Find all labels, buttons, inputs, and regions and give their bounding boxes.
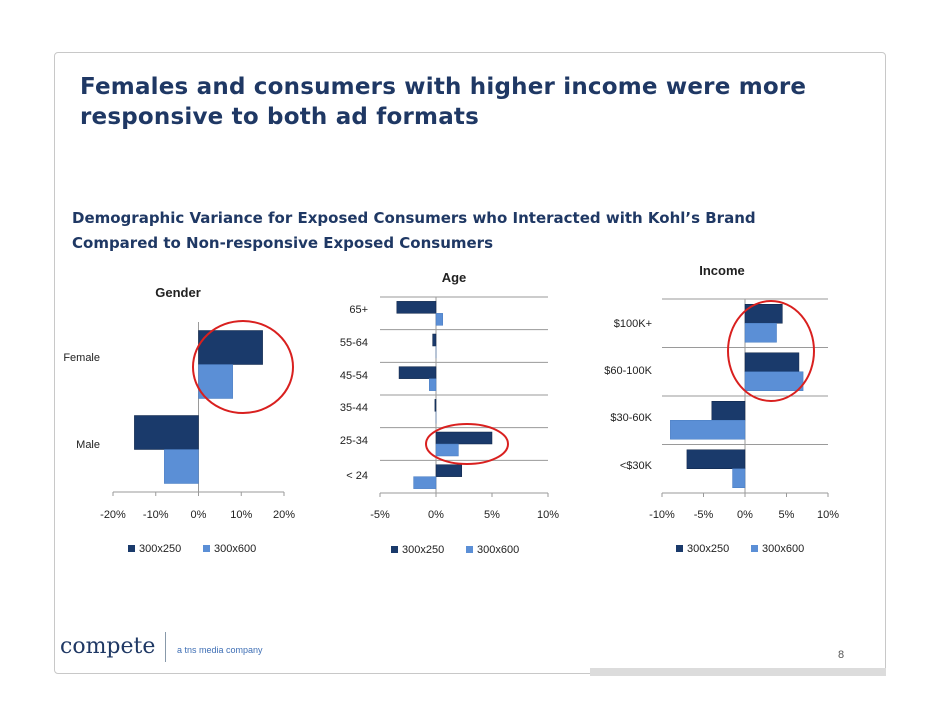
gender-bar-female-300x250: [198, 330, 263, 365]
age-bar-55-64-300x250: [432, 333, 437, 347]
gender-bar-male-300x250: [134, 415, 199, 450]
age-legend-label-300x250: 300x250: [402, 544, 444, 556]
gender-legend-swatch-300x600: [203, 545, 210, 552]
age-bar-35-44-300x250: [434, 399, 437, 412]
footer-tagline: a tns media company: [177, 645, 263, 655]
income-legend-swatch-300x600: [751, 545, 758, 552]
income-bar-60-100k-300x600: [744, 371, 804, 391]
age-highlight-circle: [425, 423, 509, 465]
chart-subtitle: Demographic Variance for Exposed Consume…: [72, 206, 832, 256]
gender-x-tick-label: 20%: [273, 509, 295, 521]
gender-x-tick-label: 0%: [191, 509, 207, 521]
age-category-label: < 24: [346, 470, 368, 482]
age-bar-25-34-300x250: [435, 431, 493, 445]
income-bar-30-60k-300x250: [711, 401, 746, 421]
gender-legend-label-300x600: 300x600: [214, 543, 256, 555]
age-category-label: 45-54: [340, 370, 368, 382]
income-legend-swatch-300x250: [676, 545, 683, 552]
age-bar-65-300x600: [435, 313, 443, 326]
income-highlight-circle: [727, 300, 815, 402]
income-bar-60-100k-300x250: [744, 352, 800, 372]
age-bar-24-300x250: [435, 464, 463, 477]
subtitle-line-1: Demographic Variance for Exposed Consume…: [72, 209, 756, 227]
income-category-label: $100K+: [614, 318, 652, 330]
age-legend-label-300x600: 300x600: [477, 544, 519, 556]
income-bar-30-60k-300x600: [670, 420, 746, 440]
income-x-tick-label: -10%: [649, 509, 675, 521]
income-x-tick-label: -5%: [694, 509, 714, 521]
income-legend-label-300x600: 300x600: [762, 543, 804, 555]
income-x-tick-label: 0%: [737, 509, 753, 521]
age-x-tick-label: -5%: [370, 509, 390, 521]
income-category-label: <$30K: [620, 460, 653, 472]
age-bar-45-54-300x600: [429, 378, 437, 391]
income-bar-30k-300x600: [732, 468, 746, 488]
age-legend-swatch-300x600: [466, 546, 473, 553]
frame-decoration: [590, 668, 886, 676]
footer-divider: [165, 632, 166, 662]
age-bar-25-34-300x600: [435, 443, 459, 457]
income-bar-30k-300x250: [686, 449, 746, 469]
age-category-label: 65+: [349, 304, 368, 316]
gender-category-label: Female: [63, 352, 100, 364]
income-legend-label-300x250: 300x250: [687, 543, 729, 555]
age-bar-65-300x250: [396, 301, 437, 314]
income-x-tick-label: 5%: [779, 509, 795, 521]
age-bar-45-54-300x250: [398, 366, 437, 379]
age-category-label: 55-64: [340, 337, 368, 349]
income-category-label: $60-100K: [604, 365, 652, 377]
income-category-label: $30-60K: [610, 412, 652, 424]
page-number: 8: [838, 649, 845, 661]
compete-logo: compete: [60, 634, 156, 659]
gender-x-tick-label: -10%: [143, 509, 169, 521]
gender-legend-label-300x250: 300x250: [139, 543, 181, 555]
gender-x-tick-label: 10%: [230, 509, 252, 521]
income-chart-title: Income: [699, 263, 745, 278]
income-bar-100k-300x600: [744, 323, 777, 343]
age-legend-swatch-300x250: [391, 546, 398, 553]
age-x-tick-label: 10%: [537, 509, 559, 521]
gender-chart-title: Gender: [155, 285, 201, 300]
gender-x-tick-label: -20%: [100, 509, 126, 521]
gender-highlight-circle: [192, 320, 294, 414]
age-x-tick-label: 0%: [428, 509, 444, 521]
page-title: Females and consumers with higher income…: [80, 74, 807, 130]
age-category-label: 35-44: [340, 402, 368, 414]
gender-bar-male-300x600: [164, 449, 199, 484]
gender-category-label: Male: [76, 439, 100, 451]
age-x-tick-label: 5%: [484, 509, 500, 521]
age-category-label: 25-34: [340, 435, 368, 447]
age-bar-24-300x600: [413, 476, 437, 489]
gender-bar-female-300x600: [198, 364, 233, 399]
gender-legend-swatch-300x250: [128, 545, 135, 552]
income-x-tick-label: 10%: [817, 509, 839, 521]
age-chart-title: Age: [442, 270, 467, 285]
subtitle-line-2: Compared to Non-responsive Exposed Consu…: [72, 234, 494, 252]
